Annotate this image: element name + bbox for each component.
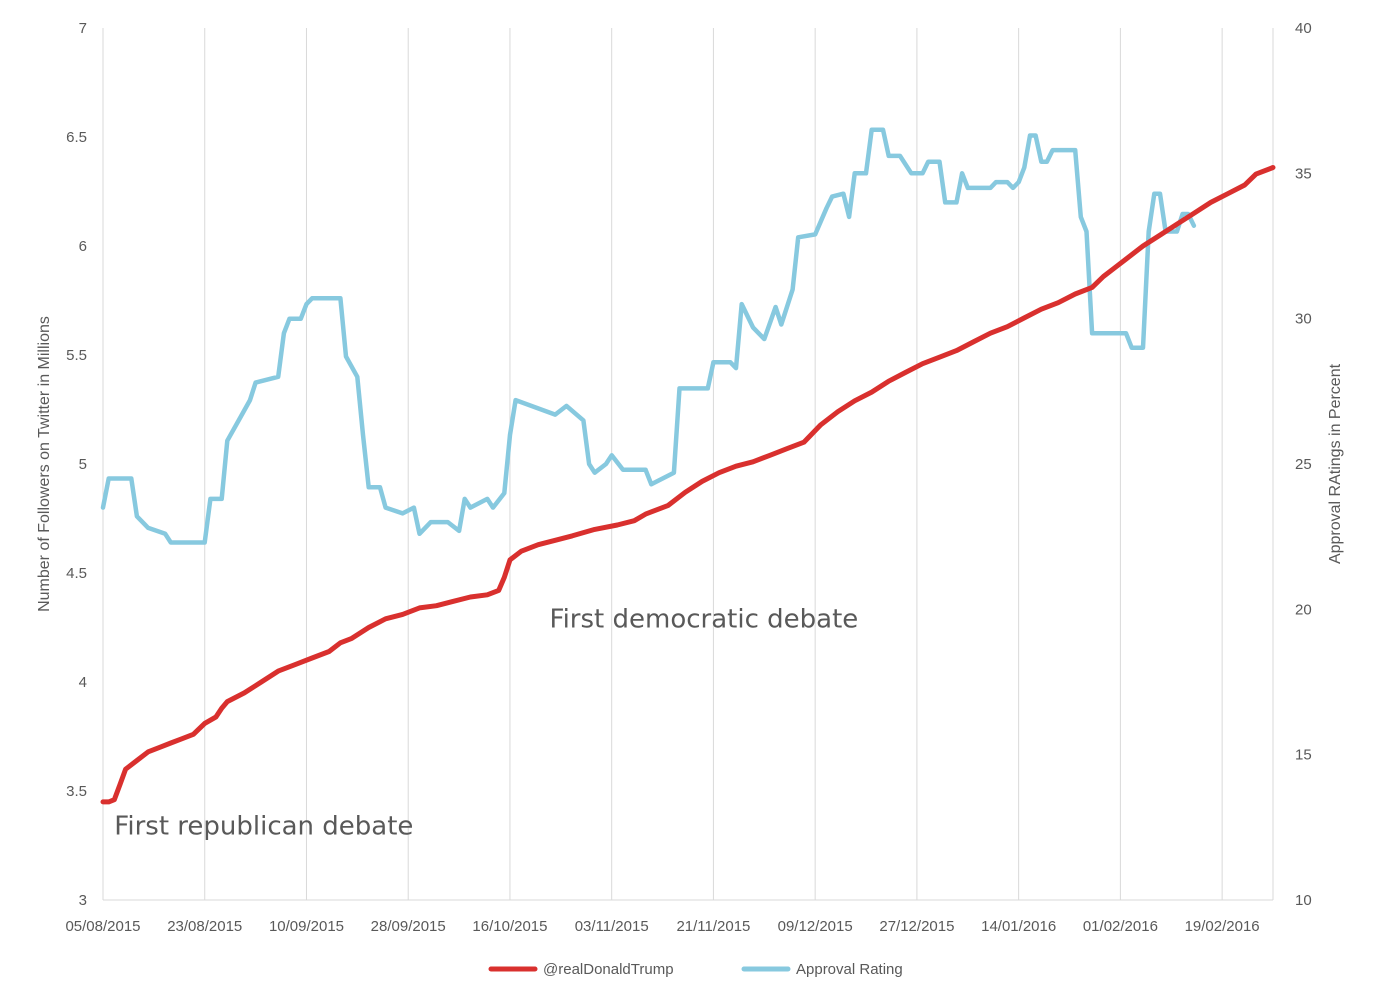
x-tick-label: 05/08/2015: [65, 918, 140, 935]
y-right-tick-label: 30: [1295, 311, 1312, 328]
x-tick-label: 27/12/2015: [879, 918, 954, 935]
y-left-tick-label: 5.5: [66, 347, 87, 364]
y-right-tick-label: 25: [1295, 456, 1312, 473]
y-left-tick-label: 6: [79, 238, 87, 255]
series-line-realdonaldtrump: [100, 165, 1276, 805]
x-tick-label: 19/02/2016: [1185, 918, 1260, 935]
left-axis-ticks: 3 3.5 4 4.5 5 5.5 6 6.5 7: [66, 20, 87, 909]
y-left-tick-label: 3.5: [66, 783, 87, 800]
x-tick-label: 10/09/2015: [269, 918, 344, 935]
series-line-approval-rating: [100, 127, 1197, 545]
vertical-gridlines: [102, 28, 1274, 900]
y-right-tick-label: 15: [1295, 747, 1312, 764]
y-right-tick-label: 40: [1295, 20, 1312, 37]
legend-label-approval-rating: Approval Rating: [796, 961, 903, 978]
y-left-tick-label: 5: [79, 456, 87, 473]
y-left-tick-label: 4: [79, 674, 87, 691]
right-axis-ticks: 10 15 20 25 30 35 40: [1295, 20, 1312, 909]
x-tick-label: 14/01/2016: [981, 918, 1056, 935]
y-axis-left-title: Number of Followers on Twitter in Millio…: [36, 316, 53, 612]
x-axis-ticks: 05/08/2015 23/08/2015 10/09/2015 28/09/2015…: [65, 918, 1259, 935]
y-left-tick-label: 7: [79, 20, 87, 37]
y-left-tick-label: 6.5: [66, 129, 87, 146]
x-tick-label: 21/11/2015: [676, 918, 750, 935]
x-tick-label: 03/11/2015: [575, 918, 649, 935]
annotation-first-republican-debate: First republican debate: [114, 812, 413, 842]
y-left-tick-label: 3: [79, 892, 87, 909]
y-axis-right-title: Approval RAtings in Percent: [1327, 363, 1344, 564]
x-tick-label: 28/09/2015: [371, 918, 446, 935]
y-right-tick-label: 35: [1295, 165, 1312, 182]
y-right-tick-label: 20: [1295, 601, 1312, 618]
x-tick-label: 01/02/2016: [1083, 918, 1158, 935]
annotation-first-democratic-debate: First democratic debate: [550, 605, 859, 635]
legend: @realDonaldTrump Approval Rating: [488, 961, 903, 978]
series-layer: [100, 127, 1276, 805]
x-tick-label: 09/12/2015: [778, 918, 853, 935]
y-right-tick-label: 10: [1295, 892, 1312, 909]
x-tick-label: 16/10/2015: [472, 918, 547, 935]
x-tick-label: 23/08/2015: [167, 918, 242, 935]
legend-label-realdonaldtrump: @realDonaldTrump: [543, 961, 674, 978]
y-left-tick-label: 4.5: [66, 565, 87, 582]
